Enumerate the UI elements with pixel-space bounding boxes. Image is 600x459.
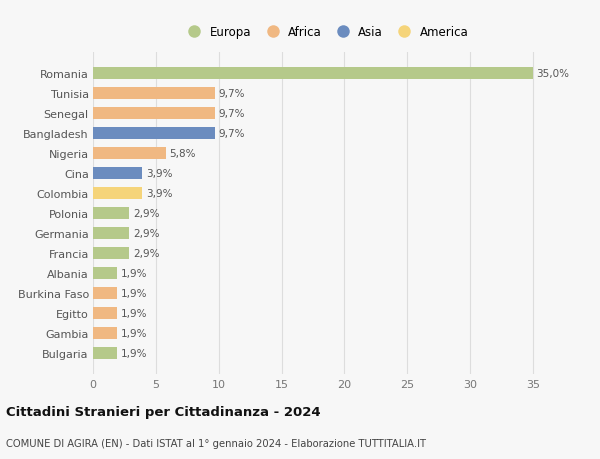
Bar xyxy=(93,167,142,179)
Bar xyxy=(93,87,215,100)
Text: 2,9%: 2,9% xyxy=(133,208,160,218)
Text: 5,8%: 5,8% xyxy=(170,149,196,158)
Bar xyxy=(93,67,533,80)
Text: 3,9%: 3,9% xyxy=(146,168,172,179)
Text: COMUNE DI AGIRA (EN) - Dati ISTAT al 1° gennaio 2024 - Elaborazione TUTTITALIA.I: COMUNE DI AGIRA (EN) - Dati ISTAT al 1° … xyxy=(6,438,426,448)
Bar xyxy=(93,207,130,219)
Bar xyxy=(93,327,117,340)
Text: 9,7%: 9,7% xyxy=(218,129,245,139)
Text: 1,9%: 1,9% xyxy=(121,308,147,319)
Text: 1,9%: 1,9% xyxy=(121,348,147,358)
Text: Cittadini Stranieri per Cittadinanza - 2024: Cittadini Stranieri per Cittadinanza - 2… xyxy=(6,405,320,419)
Text: 9,7%: 9,7% xyxy=(218,108,245,118)
Bar xyxy=(93,147,166,160)
Bar xyxy=(93,227,130,240)
Text: 1,9%: 1,9% xyxy=(121,328,147,338)
Text: 2,9%: 2,9% xyxy=(133,229,160,238)
Text: 9,7%: 9,7% xyxy=(218,89,245,99)
Bar xyxy=(93,107,215,120)
Legend: Europa, Africa, Asia, America: Europa, Africa, Asia, America xyxy=(178,22,473,44)
Text: 1,9%: 1,9% xyxy=(121,288,147,298)
Text: 2,9%: 2,9% xyxy=(133,248,160,258)
Bar xyxy=(93,287,117,300)
Bar xyxy=(93,307,117,319)
Bar xyxy=(93,347,117,359)
Bar xyxy=(93,127,215,140)
Bar xyxy=(93,187,142,200)
Bar xyxy=(93,267,117,280)
Bar xyxy=(93,247,130,260)
Text: 35,0%: 35,0% xyxy=(536,68,569,78)
Text: 3,9%: 3,9% xyxy=(146,189,172,198)
Text: 1,9%: 1,9% xyxy=(121,269,147,278)
